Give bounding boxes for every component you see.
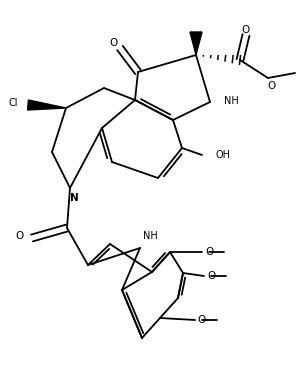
Text: O: O	[205, 247, 213, 257]
Text: NH: NH	[224, 96, 239, 106]
Text: O: O	[267, 81, 275, 91]
Text: NH: NH	[143, 231, 158, 241]
Text: O: O	[207, 271, 215, 281]
Text: Cl: Cl	[9, 98, 18, 108]
Text: O: O	[16, 231, 24, 241]
Polygon shape	[28, 100, 66, 110]
Text: O: O	[198, 315, 206, 325]
Polygon shape	[190, 32, 202, 55]
Text: O: O	[242, 25, 250, 35]
Text: N: N	[70, 193, 78, 203]
Text: OH: OH	[216, 150, 231, 160]
Text: O: O	[110, 38, 118, 48]
